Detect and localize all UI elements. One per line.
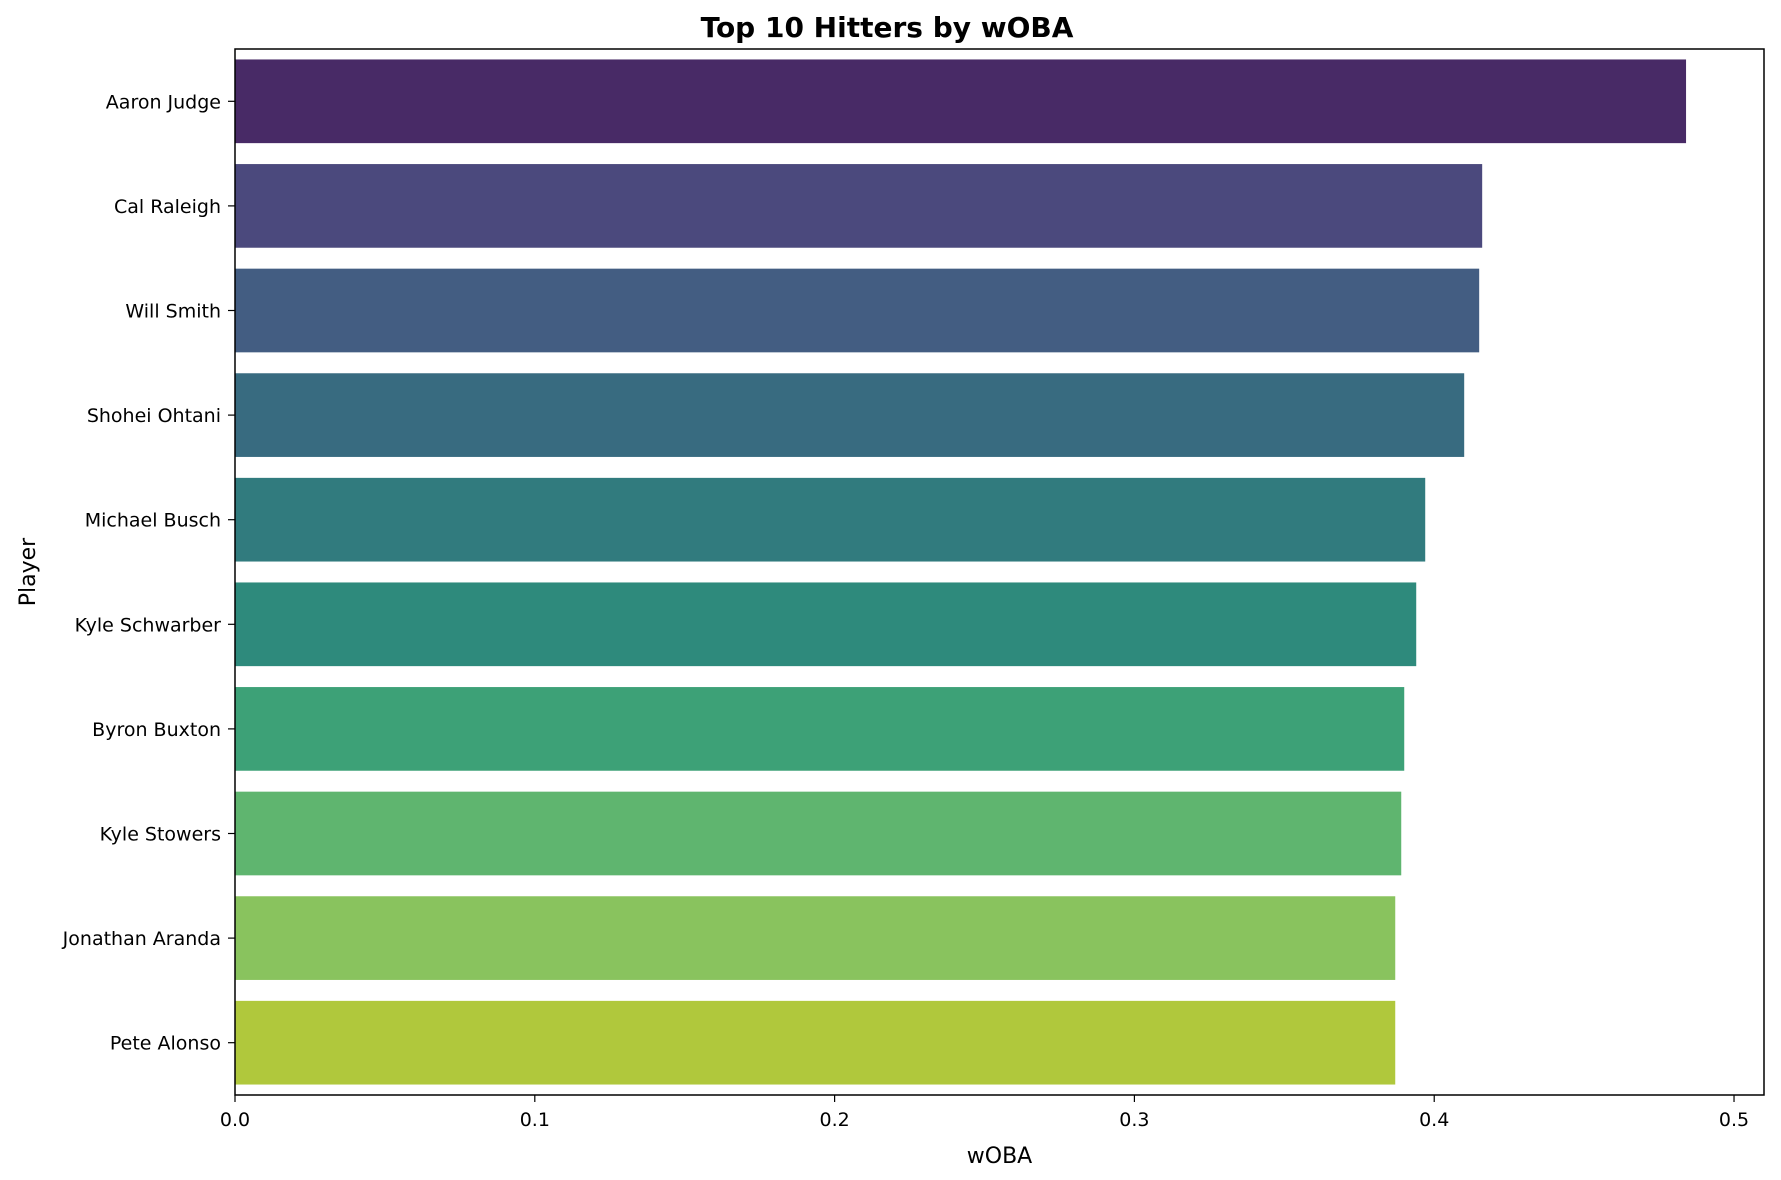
bar-michael-busch <box>235 477 1426 562</box>
bar-shohei-ohtani <box>235 373 1465 457</box>
bar-jonathan-aranda <box>235 896 1396 980</box>
bars-group <box>235 59 1687 1085</box>
y-tick-label: Kyle Stowers <box>100 824 221 846</box>
y-tick-label: Pete Alonso <box>110 1033 221 1055</box>
x-tick-label: 0.0 <box>220 1109 250 1131</box>
x-axis-label: wOBA <box>967 1144 1032 1169</box>
y-tick-label: Kyle Schwarber <box>75 614 222 636</box>
y-tick-label: Aaron Judge <box>106 91 221 113</box>
x-tick-label: 0.3 <box>1119 1109 1149 1131</box>
bar-aaron-judge <box>235 59 1687 144</box>
bar-will-smith <box>235 268 1480 353</box>
y-tick-label: Shohei Ohtani <box>87 405 221 427</box>
y-tick-label: Byron Buxton <box>92 719 221 741</box>
y-axis-ticks: Aaron Judge Cal Raleigh Will Smith Shohei O… <box>62 91 235 1055</box>
x-tick-label: 0.2 <box>819 1109 849 1131</box>
chart-title: Top 10 Hitters by wOBA <box>701 11 1074 44</box>
plot-frame <box>234 48 1765 1096</box>
y-tick-label: Will Smith <box>125 301 221 323</box>
bar-kyle-stowers <box>235 791 1402 876</box>
bar-byron-buxton <box>235 687 1405 771</box>
bar-pete-alonso <box>235 1000 1396 1085</box>
y-tick-label: Cal Raleigh <box>114 196 221 218</box>
x-tick-label: 0.4 <box>1419 1109 1449 1131</box>
x-axis-ticks: 0.0 0.1 0.2 0.3 0.4 0.5 <box>220 1095 1749 1131</box>
bar-kyle-schwarber <box>235 582 1417 667</box>
y-axis-label: Player <box>16 537 41 606</box>
y-tick-label: Michael Busch <box>85 510 221 532</box>
x-tick-label: 0.5 <box>1719 1109 1749 1131</box>
bar-cal-raleigh <box>235 164 1483 248</box>
y-tick-label: Jonathan Aranda <box>62 928 221 950</box>
x-tick-label: 0.1 <box>520 1109 550 1131</box>
